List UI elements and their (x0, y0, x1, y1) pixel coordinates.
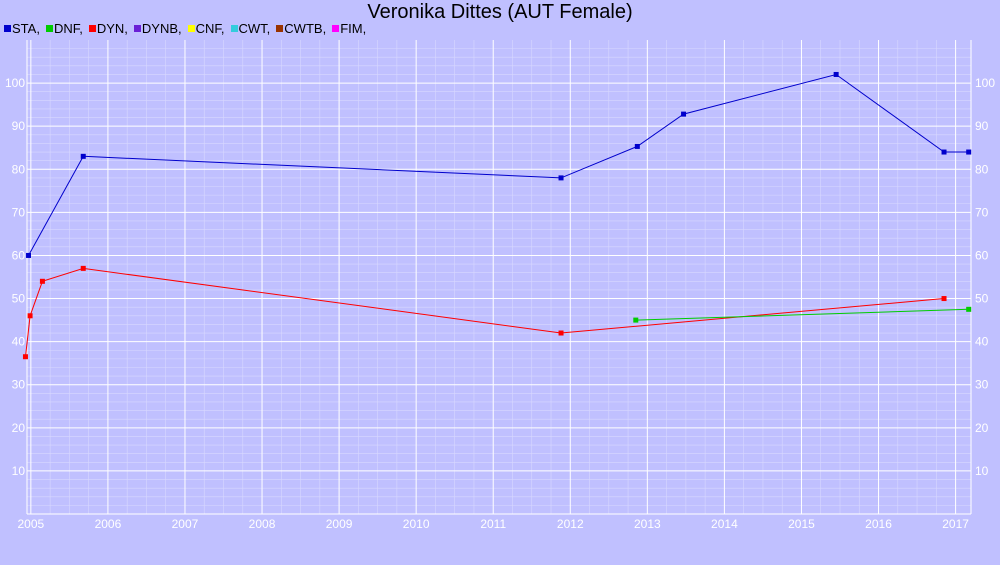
x-tick-label: 2007 (172, 517, 199, 531)
y-tick-label-left: 80 (12, 162, 26, 176)
x-tick-label: 2005 (18, 517, 45, 531)
y-tick-label-right: 10 (975, 464, 989, 478)
x-tick-label: 2010 (403, 517, 430, 531)
data-point-dyn (39, 278, 45, 284)
x-tick-label: 2013 (634, 517, 661, 531)
legend-item-cwt: CWT, (230, 20, 271, 36)
legend-swatch (187, 24, 195, 32)
y-tick-label-right: 100 (975, 76, 995, 90)
data-point-dyn (941, 296, 947, 302)
y-tick-label-left: 10 (12, 464, 26, 478)
legend-label: FIM, (340, 20, 367, 36)
y-tick-label-right: 20 (975, 421, 989, 435)
x-tick-label: 2017 (942, 517, 969, 531)
legend-item-dynb: DYNB, (133, 20, 182, 36)
legend-item-cnf: CNF, (187, 20, 225, 36)
legend-label: CWT, (238, 20, 271, 36)
legend-swatch (276, 24, 284, 32)
y-tick-label-right: 30 (975, 378, 989, 392)
data-point-dnf (966, 306, 972, 312)
chart-title: Veronika Dittes (AUT Female) (367, 1, 633, 23)
legend: STA, DNF, DYN, DYNB, CNF, CWT, CWTB, FIM, (4, 20, 372, 36)
data-point-sta (634, 143, 640, 149)
data-point-dyn (27, 313, 33, 319)
series-line-dnf (635, 308, 969, 321)
series-line-sta (28, 73, 969, 256)
y-tick-label-right: 60 (975, 248, 989, 262)
legend-item-dnf: DNF, (45, 20, 83, 36)
legend-label: CWTB, (284, 20, 327, 36)
legend-swatch (45, 24, 53, 32)
data-point-sta (26, 252, 32, 258)
legend-label: CNF, (195, 20, 225, 36)
x-tick-label: 2015 (788, 517, 815, 531)
y-tick-label-left: 30 (12, 378, 26, 392)
data-point-sta (558, 175, 564, 181)
data-point-sta (681, 111, 687, 117)
x-tick-label: 2014 (711, 517, 738, 531)
y-tick-label-left: 20 (12, 421, 26, 435)
x-tick-label: 2011 (480, 517, 506, 531)
y-tick-label-left: 100 (5, 76, 25, 90)
data-point-dyn (558, 330, 564, 336)
x-tick-label: 2016 (865, 517, 892, 531)
y-tick-label-left: 40 (12, 335, 26, 349)
x-tick-label: 2009 (326, 517, 353, 531)
y-tick-label-right: 70 (975, 205, 989, 219)
legend-swatch (332, 24, 340, 32)
data-point-sta (941, 149, 947, 155)
y-tick-label-right: 40 (975, 335, 989, 349)
y-tick-label-left: 70 (12, 205, 26, 219)
y-tick-label-right: 50 (975, 292, 989, 306)
legend-label: DNF, (53, 20, 83, 36)
legend-swatch (133, 24, 141, 32)
legend-label: DYN, (96, 20, 128, 36)
data-point-dyn (80, 265, 86, 271)
legend-swatch (230, 24, 238, 32)
legend-label: DYNB, (141, 20, 182, 36)
series-line-dyn (25, 267, 945, 357)
legend-label: STA, (12, 20, 40, 36)
y-tick-label-right: 80 (975, 162, 989, 176)
y-tick-label-left: 50 (12, 292, 26, 306)
x-tick-label: 2012 (557, 517, 584, 531)
legend-item-sta: STA, (4, 21, 40, 36)
data-point-sta (80, 153, 86, 159)
y-tick-label-right: 90 (975, 119, 989, 133)
data-point-dyn (22, 354, 28, 360)
y-tick-label-left: 60 (12, 248, 26, 262)
data-point-sta (966, 149, 972, 155)
data-point-sta (833, 71, 839, 77)
x-tick-label: 2006 (95, 517, 122, 531)
legend-swatch (88, 24, 96, 32)
plot-area (27, 40, 971, 514)
legend-item-fim: FIM, (332, 21, 366, 36)
legend-swatch (4, 24, 11, 32)
legend-item-cwtb: CWTB, (276, 21, 326, 36)
legend-item-dyn: DYN, (88, 20, 128, 36)
data-point-dnf (633, 317, 639, 323)
x-tick-label: 2008 (249, 517, 276, 531)
y-tick-label-left: 90 (12, 119, 26, 133)
